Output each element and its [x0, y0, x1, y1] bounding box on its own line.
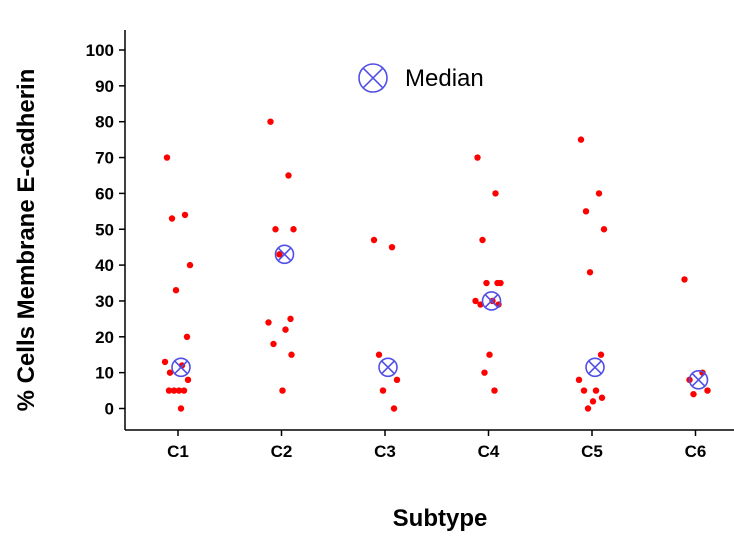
y-tick-label: 50	[95, 220, 114, 239]
data-point	[163, 154, 171, 161]
data-point	[491, 387, 498, 394]
data-point	[186, 261, 194, 269]
data-point	[474, 154, 481, 161]
data-point	[388, 243, 396, 251]
y-tick-label: 90	[95, 77, 114, 96]
data-point	[597, 351, 605, 358]
data-point	[370, 236, 378, 244]
data-point	[681, 276, 688, 283]
data-point	[181, 211, 189, 219]
data-point	[577, 136, 585, 143]
median-markers	[171, 244, 709, 390]
data-point	[690, 390, 697, 398]
data-point	[161, 358, 169, 366]
data-point	[165, 387, 173, 394]
median-marker	[274, 244, 295, 265]
data-point	[492, 190, 499, 197]
data-point	[575, 376, 583, 384]
x-tick-label: C2	[271, 442, 293, 461]
y-tick-label: 0	[105, 400, 114, 419]
data-points	[161, 118, 711, 412]
y-axis-ticks: 0 10 20 30 40 50 60 70 80 90 100	[86, 41, 125, 419]
data-point	[184, 376, 192, 384]
data-point	[483, 279, 490, 287]
data-point	[172, 286, 180, 294]
y-tick-label: 60	[95, 184, 114, 203]
data-point	[166, 369, 174, 376]
data-point	[704, 387, 711, 394]
data-point	[168, 215, 176, 222]
data-point	[272, 226, 279, 233]
median-marker	[171, 357, 191, 378]
data-point	[375, 351, 383, 358]
data-point	[486, 351, 493, 358]
data-point	[589, 398, 597, 405]
data-point	[267, 118, 274, 125]
data-point	[598, 394, 606, 401]
y-tick-label: 10	[95, 364, 114, 383]
data-point	[170, 387, 178, 394]
median-marker	[481, 291, 502, 311]
data-point	[279, 387, 286, 394]
data-point	[285, 172, 292, 179]
median-marker	[585, 357, 605, 378]
y-tick-label: 70	[95, 149, 114, 168]
data-point	[592, 387, 600, 394]
data-point	[479, 236, 486, 244]
data-point	[270, 340, 277, 348]
x-tick-label: C6	[685, 442, 707, 461]
data-point	[580, 387, 588, 394]
legend-median-symbol	[358, 63, 388, 93]
median-marker	[378, 357, 398, 378]
x-tick-label: C4	[478, 442, 500, 461]
legend-label: Median	[405, 65, 484, 92]
data-point	[586, 269, 594, 276]
data-point	[379, 387, 387, 394]
y-tick-label: 30	[95, 292, 114, 311]
data-point	[175, 387, 183, 394]
data-point	[282, 326, 289, 333]
x-tick-label: C1	[167, 442, 189, 461]
data-point	[180, 387, 188, 394]
data-point	[390, 405, 398, 412]
data-point	[177, 405, 185, 412]
x-axis-title: Subtype	[393, 505, 488, 532]
x-tick-label: C5	[581, 442, 603, 461]
data-point	[481, 369, 488, 376]
data-point	[290, 226, 297, 233]
y-tick-label: 100	[86, 41, 114, 60]
data-point	[472, 297, 479, 305]
data-point	[265, 319, 272, 326]
median-marker	[688, 370, 709, 390]
x-tick-label: C3	[374, 442, 396, 461]
y-tick-label: 40	[95, 256, 114, 275]
x-axis-ticks: C1 C2 C3 C4 C5 C6	[167, 430, 706, 461]
y-tick-label: 20	[95, 328, 114, 347]
data-point	[595, 190, 603, 197]
data-point	[582, 208, 590, 215]
data-point	[276, 251, 283, 258]
median-symbol	[358, 63, 388, 93]
data-point	[393, 376, 401, 384]
y-axis-title: % Cells Membrane E-cadherin	[13, 69, 40, 412]
y-tick-label: 80	[95, 113, 114, 132]
data-point	[183, 333, 191, 340]
data-point	[288, 351, 295, 358]
data-point	[287, 315, 294, 323]
legend: Median	[358, 63, 484, 93]
data-point	[584, 405, 592, 412]
data-point	[600, 226, 608, 233]
data-point	[494, 279, 501, 287]
